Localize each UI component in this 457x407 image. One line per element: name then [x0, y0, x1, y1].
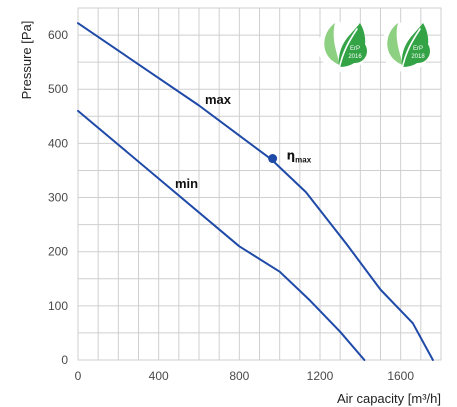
x-tick-label: 0	[75, 369, 82, 383]
series-label-max: max	[205, 92, 232, 107]
y-tick-label: 0	[61, 353, 68, 367]
y-tick-label: 300	[48, 191, 68, 205]
erp-2016-badge-icon: ErP 2016	[318, 22, 368, 72]
y-tick-label: 200	[48, 245, 68, 259]
y-axis-ticks: 0 100 200 300 400 500 600	[48, 28, 68, 367]
erp-2018-badge-icon: ErP 2018	[381, 22, 431, 72]
series-labels: max min	[175, 92, 232, 191]
x-tick-label: 800	[229, 369, 249, 383]
x-tick-label: 1200	[307, 369, 334, 383]
y-tick-label: 100	[48, 299, 68, 313]
x-axis-ticks: 0 400 800 1200 1600	[75, 369, 415, 383]
y-axis-title: Pressure [Pa]	[19, 21, 34, 100]
series-line-max	[77, 22, 434, 361]
x-tick-label: 400	[149, 369, 169, 383]
badge-erp-label: ErP	[350, 46, 360, 52]
series-line-min	[77, 109, 366, 361]
erp-badges: ErP 2016 ErP 2018	[318, 22, 431, 72]
leaf-icon	[387, 23, 403, 65]
y-tick-label: 400	[48, 136, 68, 150]
eta-max-point	[268, 154, 278, 164]
series-lines	[77, 22, 434, 361]
series-label-min: min	[175, 176, 198, 191]
annotations: ηmax	[268, 149, 312, 165]
x-tick-label: 1600	[387, 369, 414, 383]
badge-year-label: 2016	[348, 54, 362, 60]
leaf-icon	[324, 23, 340, 65]
x-axis-title: Air capacity [m³/h]	[337, 391, 441, 406]
y-tick-label: 600	[48, 28, 68, 42]
y-tick-label: 500	[48, 82, 68, 96]
eta-max-subscript: max	[295, 156, 312, 165]
badge-year-label: 2018	[411, 54, 425, 60]
eta-max-label: ηmax	[287, 149, 312, 165]
badge-erp-label: ErP	[413, 46, 423, 52]
